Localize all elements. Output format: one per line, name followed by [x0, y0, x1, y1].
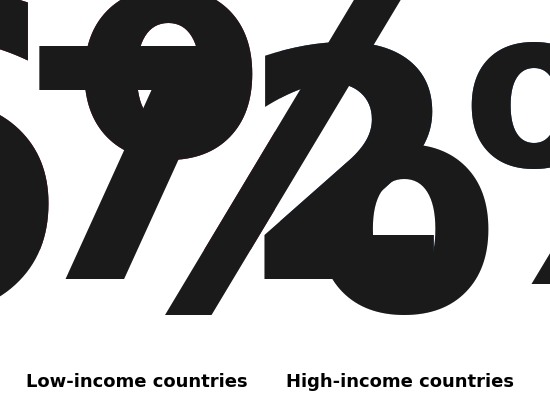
Text: High-income countries: High-income countries [286, 373, 514, 391]
Text: 72%: 72% [18, 36, 550, 344]
Text: 6%: 6% [0, 0, 503, 399]
Text: 72%: 72% [18, 36, 550, 344]
Text: 6%: 6% [0, 0, 503, 399]
Text: 6%: 6% [0, 0, 503, 399]
Text: 72%: 72% [18, 36, 550, 344]
Text: Low-income countries: Low-income countries [26, 373, 248, 391]
